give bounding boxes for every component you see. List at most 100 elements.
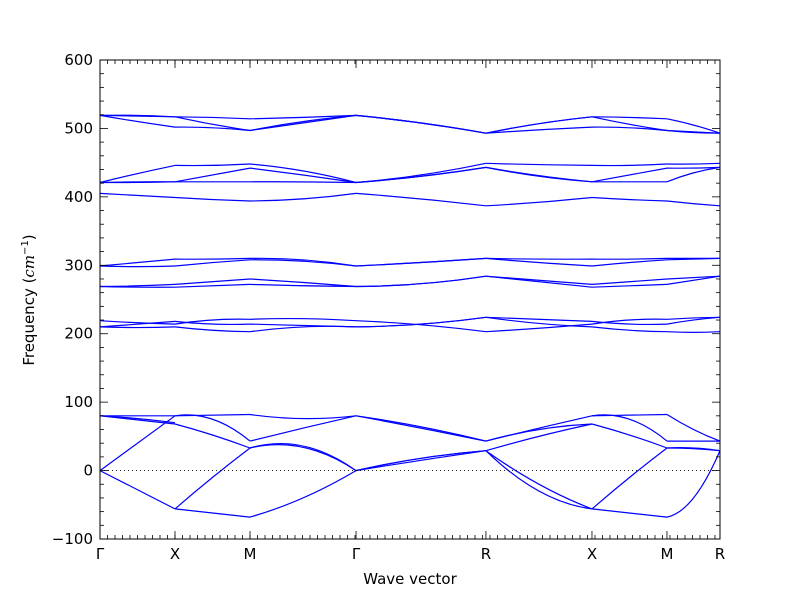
band-line-seg5-b6 — [591, 326, 668, 333]
band-line-seg5-b11 — [591, 257, 668, 260]
band-line-seg2-b12 — [249, 192, 357, 202]
band-line-seg4-b16 — [485, 126, 593, 134]
band-line-seg3-b13 — [355, 162, 487, 184]
band-line-seg1-b3 — [174, 423, 251, 449]
band-line-seg3-b15 — [355, 166, 486, 184]
band-line-seg4-b11 — [485, 257, 593, 260]
band-line-seg2-b0 — [249, 470, 357, 518]
band-line-seg2-b4 — [249, 413, 357, 420]
band-line-seg6-b13 — [666, 166, 721, 183]
band-line-seg6-b3 — [666, 447, 721, 452]
band-line-seg2-b15 — [249, 167, 357, 184]
band-line-seg2-b8 — [249, 278, 357, 288]
band-line-seg1-b18 — [174, 116, 251, 132]
y-axis-label-math: cm — [20, 255, 38, 278]
band-line-seg6-b18 — [666, 129, 721, 134]
band-line-seg4-b0 — [485, 450, 593, 510]
y-axis-label: Frequency (cm−1) — [20, 234, 38, 365]
band-line-seg6-b0 — [666, 450, 721, 518]
band-line-seg2-b6 — [249, 325, 357, 333]
y-axis-label-close: ) — [20, 234, 38, 240]
band-line-seg3-b7 — [355, 320, 486, 333]
band-line-seg5-b4 — [591, 413, 668, 417]
band-line-seg3-b18 — [355, 114, 487, 134]
band-line-seg0-b0 — [99, 470, 176, 510]
band-line-seg3-b9 — [355, 275, 486, 288]
band-line-seg2-b2 — [249, 415, 357, 442]
band-line-seg2-b11 — [249, 257, 357, 267]
band-line-seg1-b0 — [174, 508, 251, 518]
y-tick-label: 100 — [64, 393, 93, 411]
band-line-seg1-b14 — [174, 163, 251, 167]
y-tick-label: −100 — [52, 530, 93, 548]
band-line-seg5-b1 — [591, 447, 668, 510]
band-line-seg5-b18 — [591, 116, 668, 132]
band-line-seg0-b9 — [99, 285, 176, 288]
y-axis-label-sup: −1 — [20, 240, 31, 255]
band-line-seg1-b2 — [174, 414, 251, 442]
band-line-seg6-b14 — [666, 162, 721, 165]
plot-frame — [99, 59, 721, 540]
band-line-seg4-b9 — [485, 275, 593, 285]
band-line-seg0-b5 — [99, 320, 176, 328]
band-line-seg1-b10 — [174, 259, 251, 267]
band-line-seg5-b0 — [591, 508, 668, 518]
band-line-seg5-b14 — [591, 163, 668, 167]
band-line-seg6-b9 — [666, 275, 721, 285]
band-line-seg5-b9 — [591, 283, 668, 288]
band-line-seg4-b6 — [485, 316, 593, 328]
band-lines — [99, 114, 721, 518]
band-line-seg4-b12 — [485, 196, 593, 207]
band-line-seg0-b11 — [99, 258, 176, 267]
y-tick-label: 600 — [64, 51, 93, 69]
band-line-seg5-b15 — [591, 167, 668, 183]
band-line-seg4-b5 — [485, 316, 593, 322]
band-line-seg3-b16 — [355, 114, 487, 134]
band-line-seg1-b5 — [174, 320, 251, 326]
band-line-seg5-b7 — [591, 318, 668, 325]
band-line-seg3-b11 — [355, 257, 486, 267]
band-line-seg2-b3 — [249, 442, 357, 472]
band-line-seg3-b1 — [355, 450, 486, 472]
band-line-seg4-b1 — [485, 450, 593, 510]
y-tick-label: 0 — [83, 462, 93, 480]
x-tick-label: M — [661, 545, 674, 563]
band-line-seg0-b18 — [99, 114, 176, 118]
band-line-seg0-b7 — [99, 320, 176, 325]
band-line-seg4-b4 — [485, 415, 593, 442]
band-line-seg1-b7 — [174, 318, 251, 325]
band-line-seg4-b18 — [485, 116, 593, 134]
band-line-seg4-b2 — [485, 423, 593, 442]
band-line-seg6-b4 — [666, 413, 721, 442]
band-line-seg1-b9 — [174, 283, 251, 288]
band-line-seg4-b15 — [485, 166, 593, 183]
band-line-seg0-b10 — [99, 265, 176, 268]
x-axis-label: Wave vector — [363, 570, 457, 588]
band-line-seg3-b4 — [355, 415, 487, 442]
band-line-seg1-b6 — [174, 326, 251, 333]
band-line-seg2-b7 — [249, 317, 357, 322]
band-line-seg4-b17 — [485, 116, 593, 134]
band-line-seg1-b12 — [174, 196, 251, 202]
band-line-seg5-b12 — [591, 196, 668, 202]
band-line-seg0-b3 — [99, 415, 176, 424]
band-line-seg1-b4 — [174, 413, 251, 417]
band-line-seg2-b14 — [249, 163, 357, 184]
band-line-seg5-b8 — [591, 278, 668, 285]
band-line-seg1-b11 — [174, 257, 251, 260]
band-line-seg6-b15 — [666, 166, 721, 169]
x-tick-label: M — [244, 545, 257, 563]
band-line-seg0-b14 — [99, 164, 176, 184]
band-line-seg4-b13 — [485, 162, 593, 166]
band-line-seg0-b6 — [99, 326, 176, 329]
band-line-seg4-b10 — [485, 257, 593, 267]
band-line-seg3-b8 — [355, 275, 486, 288]
x-tick-label: Γ — [352, 545, 361, 563]
band-line-seg4-b3 — [485, 423, 593, 452]
band-line-seg0-b16 — [99, 114, 176, 128]
band-line-seg2-b18 — [249, 114, 357, 132]
y-axis-label-text: Frequency ( — [20, 278, 38, 366]
band-line-seg5-b3 — [591, 423, 668, 449]
